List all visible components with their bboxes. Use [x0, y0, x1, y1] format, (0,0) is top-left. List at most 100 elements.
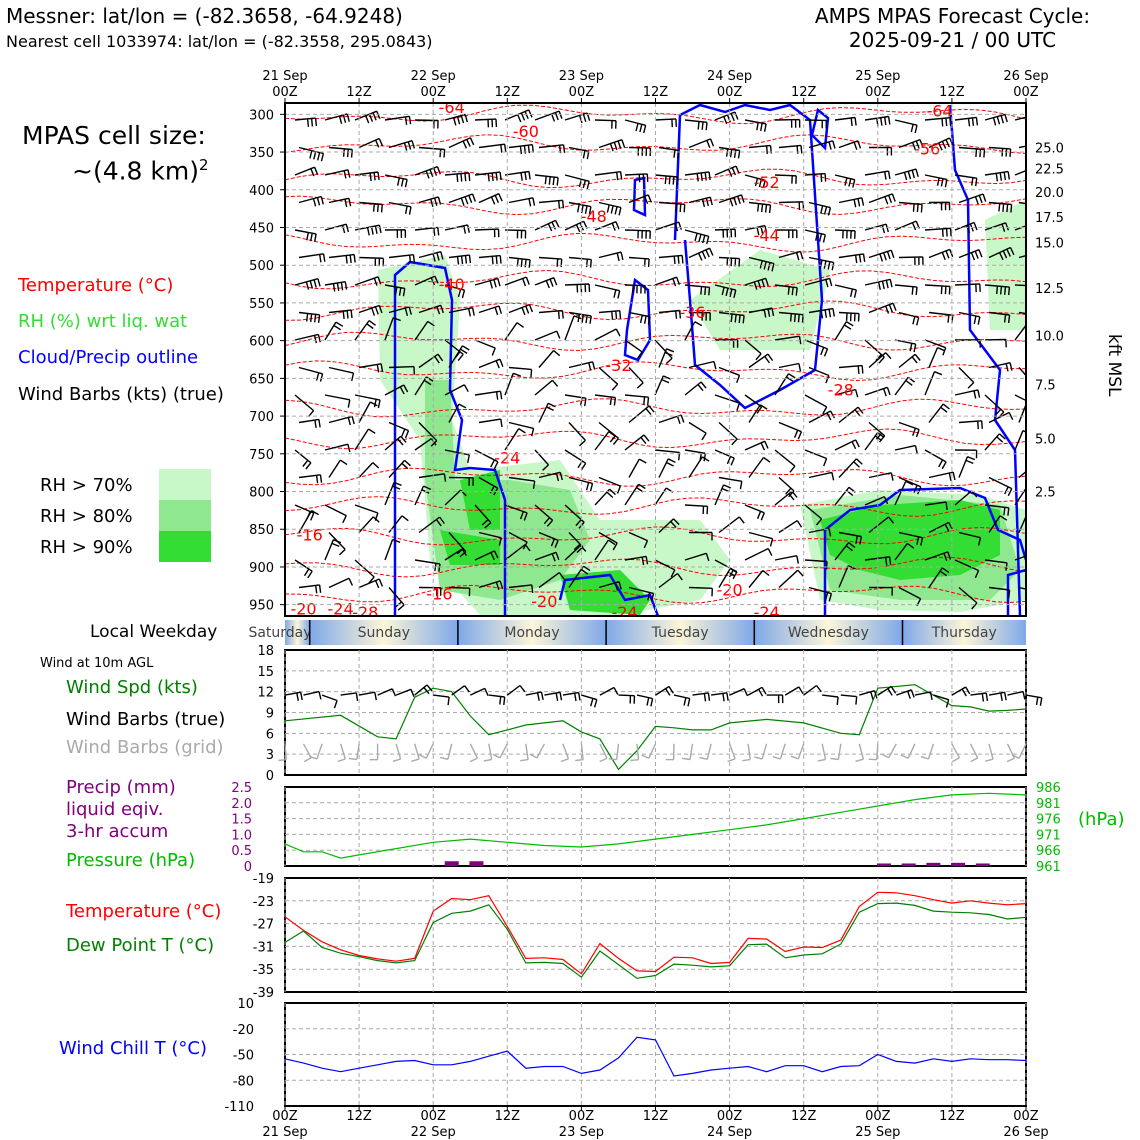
top-date-label: 24 Sep — [707, 69, 752, 84]
wind-barb — [898, 421, 920, 438]
wind-barb — [324, 281, 348, 292]
wind-barb — [641, 743, 657, 759]
wind-barb — [508, 303, 534, 316]
bottom-time-label: 12Z — [791, 1109, 817, 1124]
wind-barb — [474, 449, 499, 470]
wind-barb — [954, 449, 978, 459]
wind-barb — [838, 253, 866, 264]
legend-wind: Wind Barbs (kts) (true) — [18, 384, 224, 405]
wind-barb — [928, 137, 954, 151]
wind-barb — [688, 311, 711, 321]
panel-tick-label: 0 — [244, 860, 252, 875]
wind-barb — [384, 481, 402, 506]
rh-swatch-90 — [159, 531, 211, 562]
cell-size-value: ~(4.8 km)2 — [72, 156, 209, 185]
wind-barb — [1011, 743, 1027, 759]
top-time-label: 00Z — [569, 85, 595, 100]
wind-barb — [298, 311, 321, 323]
legend-rh: RH (%) wrt liq. wat — [18, 311, 188, 332]
wind-barb — [474, 118, 498, 128]
wind-barb — [894, 119, 918, 134]
panel-tick-label: -110 — [224, 1100, 254, 1115]
wind-barb — [478, 193, 503, 205]
wind-barb — [834, 542, 856, 561]
panel-tick-label: -27 — [253, 918, 274, 933]
wind-barb — [444, 284, 466, 299]
wind-barb — [933, 694, 950, 708]
wind-barb — [411, 743, 420, 762]
wind-barb — [658, 254, 684, 265]
wind-barb — [684, 321, 703, 341]
wind-barb — [684, 381, 707, 396]
wind-barb — [834, 321, 854, 341]
rh-70-region — [985, 200, 1026, 330]
wind-barb — [714, 449, 735, 466]
wind-barb — [984, 284, 1011, 296]
bottom-time-label: 12Z — [939, 1109, 965, 1124]
wind-barb — [898, 476, 922, 495]
precip-bar — [975, 863, 990, 866]
weekday-label: Tuesday — [651, 625, 709, 641]
wind-barb — [748, 404, 768, 423]
wind-barb — [303, 690, 322, 700]
wind-barb — [924, 371, 943, 396]
wind-barb — [684, 552, 710, 562]
wind-barb — [525, 691, 544, 701]
wind-barb — [894, 542, 915, 561]
rh-90-region — [560, 570, 650, 615]
wind-barb — [474, 550, 499, 561]
bottom-time-label: 00Z — [717, 1109, 743, 1124]
wind-barb — [774, 490, 798, 506]
wind-barb — [388, 201, 412, 215]
wind-barb — [838, 140, 862, 150]
top-time-label: 12Z — [346, 85, 372, 100]
wind-barb — [628, 586, 655, 602]
wind-barb — [744, 547, 773, 561]
wind-barb — [598, 251, 624, 262]
bottom-date-label: 23 Sep — [559, 1125, 604, 1140]
wind-barb — [898, 138, 924, 151]
wind-barb — [869, 146, 893, 156]
wind-barb — [628, 531, 649, 549]
wind-barb — [898, 353, 921, 369]
rh-level-70: RH > 70% — [40, 475, 133, 496]
cell-size-number: ~(4.8 km) — [72, 156, 199, 186]
temperature-contour-label: -60 — [513, 122, 539, 141]
wind-barb — [970, 692, 989, 702]
wind-barb — [684, 119, 708, 131]
wind-barb — [564, 220, 588, 233]
panel-tick-label: 1.0 — [231, 828, 252, 843]
wind-barb — [954, 116, 979, 127]
wind-barb — [958, 420, 983, 430]
wind-barb — [418, 516, 445, 534]
temperature-contour-label: -36 — [679, 303, 705, 322]
wind-barb — [388, 254, 416, 264]
wind-barb — [562, 691, 581, 702]
pressure-line — [284, 792, 1027, 859]
wind-barb — [444, 548, 467, 561]
wind-barb — [958, 367, 975, 389]
wind-barb — [444, 449, 470, 463]
wind-barb — [598, 366, 619, 391]
wind-barb — [808, 410, 836, 424]
wind-barb — [470, 687, 489, 696]
wind-barb — [324, 539, 342, 561]
wind-barb — [951, 743, 961, 763]
wind-barb — [504, 109, 533, 123]
bottom-date-label: 24 Sep — [707, 1125, 752, 1140]
wind-barb — [328, 197, 352, 208]
cell-size-label: MPAS cell size: — [22, 121, 206, 150]
wind-barb — [354, 320, 377, 341]
wind-barb — [628, 405, 655, 424]
wind-barb — [294, 333, 321, 344]
wind-barb — [388, 459, 411, 478]
height-tick-label: 10.0 — [1035, 329, 1064, 344]
wind-barb — [928, 346, 946, 368]
forecast-cycle-label: AMPS MPAS Forecast Cycle: — [814, 4, 1091, 28]
bottom-time-label: 00Z — [865, 1109, 891, 1124]
wind-barb — [598, 531, 618, 551]
wind-barb — [594, 394, 617, 406]
wind-barb — [778, 421, 803, 440]
wind-barb — [448, 254, 472, 265]
wind-barb — [1018, 586, 1026, 590]
